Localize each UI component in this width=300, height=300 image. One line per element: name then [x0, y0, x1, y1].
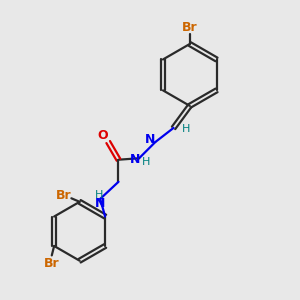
Text: N: N [94, 197, 105, 210]
Text: Br: Br [44, 256, 60, 270]
Text: Br: Br [182, 21, 198, 34]
Text: O: O [98, 129, 108, 142]
Text: H: H [95, 190, 103, 200]
Text: H: H [182, 124, 190, 134]
Text: H: H [142, 157, 151, 167]
Text: Br: Br [56, 189, 71, 203]
Text: N: N [145, 133, 155, 146]
Text: N: N [130, 153, 140, 166]
